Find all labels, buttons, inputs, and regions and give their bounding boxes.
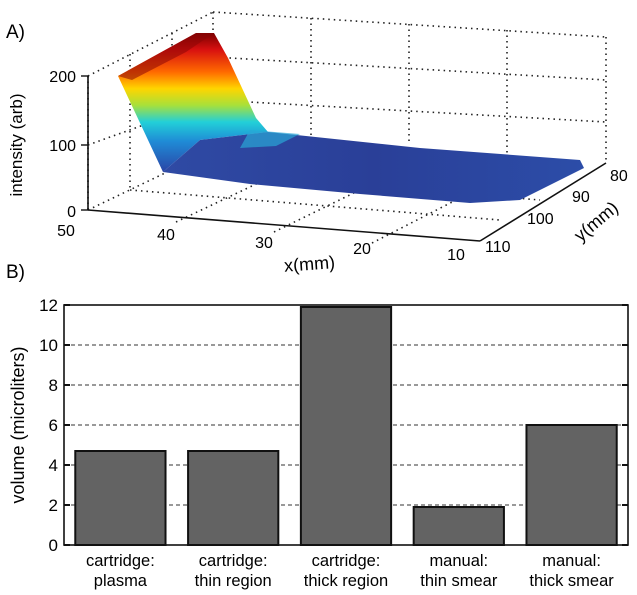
surface-floor — [163, 132, 584, 203]
x-tick-label: 20 — [353, 241, 371, 258]
z-tick-label: 0 — [67, 204, 76, 221]
x-tick-label: 40 — [157, 227, 175, 244]
bar — [412, 506, 505, 546]
bar — [525, 424, 618, 546]
bar — [187, 450, 280, 546]
z-tick-label: 200 — [49, 69, 76, 86]
y-tick-label: 6 — [49, 416, 58, 435]
x-tick-label: manual: — [542, 552, 601, 570]
y-tick-label: 110 — [485, 239, 511, 256]
x-tick-label: cartridge: — [86, 552, 155, 570]
y-tick-label: 4 — [49, 456, 58, 475]
y-tick-label: 0 — [49, 536, 58, 555]
panel-a-label: A) — [6, 22, 25, 43]
y-tick-label: 90 — [572, 189, 590, 206]
bar — [74, 450, 167, 546]
z-axis-label: intensity (arb) — [7, 94, 26, 197]
x-tick-label: 50 — [57, 223, 75, 240]
x-tick-label: 10 — [447, 247, 465, 264]
x-tick-label: cartridge: — [312, 552, 381, 570]
x-tick-label: thin region — [195, 572, 272, 590]
y-tick-label: 10 — [39, 336, 58, 355]
surface-axes — [87, 76, 607, 242]
bar-chart: 0 2 4 6 8 10 12 volume (microliters) cartridge: p… — [8, 296, 629, 590]
x-axis-label: x(mm) — [283, 252, 335, 276]
x-tick-label: plasma — [94, 572, 148, 590]
panel-b-label: B) — [6, 262, 25, 283]
y-tick-label: 12 — [39, 296, 58, 315]
y-axis-label: volume (microliters) — [8, 346, 28, 503]
z-tick-label: 100 — [49, 138, 76, 155]
surface-plot: 200 100 0 intensity (arb) 50 40 30 20 10… — [7, 11, 628, 276]
bar — [299, 306, 393, 546]
surface-z-ticks — [81, 75, 88, 211]
x-tick-label: thick smear — [529, 572, 614, 590]
x-tick-label: thin smear — [420, 572, 498, 590]
y-tick-label: 8 — [49, 376, 58, 395]
y-tick-label: 80 — [610, 168, 628, 185]
surface-transition — [240, 130, 300, 148]
x-tick-label: 30 — [255, 235, 273, 252]
x-tick-label: manual: — [429, 552, 488, 570]
surface-ridge-top — [118, 33, 214, 80]
y-tick-label: 2 — [49, 496, 58, 515]
x-tick-label: cartridge: — [199, 552, 268, 570]
x-tick-label: thick region — [304, 572, 388, 590]
y-tick-label: 100 — [527, 211, 554, 228]
